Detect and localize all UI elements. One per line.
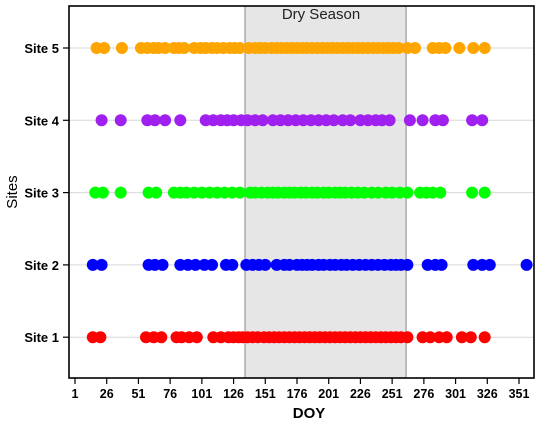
data-point <box>327 114 340 127</box>
x-tick-label: 301 <box>445 387 466 401</box>
data-point <box>439 42 452 54</box>
y-axis: Site 1 Site 2 Site 3 Site 4 Site 5 <box>24 41 69 345</box>
data-point <box>440 331 453 344</box>
x-tick-label: 26 <box>100 387 114 401</box>
data-point <box>401 331 414 344</box>
x-tick-label: 251 <box>382 387 403 401</box>
series-site-2 <box>86 258 533 271</box>
data-point <box>403 114 416 127</box>
data-point <box>344 114 357 127</box>
data-point <box>189 258 202 271</box>
data-point <box>409 42 421 54</box>
data-point <box>483 258 496 271</box>
data-point <box>206 258 218 271</box>
x-tick-label: 76 <box>163 387 177 401</box>
data-point <box>435 258 448 271</box>
data-point <box>464 331 477 344</box>
data-point <box>233 186 246 199</box>
y-tick-label: Site 1 <box>24 330 59 345</box>
x-tick-label: 351 <box>509 387 530 401</box>
data-point <box>114 186 127 199</box>
data-point <box>148 114 161 127</box>
data-point <box>478 331 491 344</box>
series-site-4 <box>95 114 489 127</box>
y-axis-title: Sites <box>4 175 21 208</box>
data-point <box>156 258 169 271</box>
x-tick-label: 176 <box>287 387 308 401</box>
data-point <box>392 42 405 54</box>
data-point <box>159 114 172 127</box>
x-tick-label: 51 <box>131 387 145 401</box>
data-point <box>115 42 128 54</box>
data-point <box>178 42 191 54</box>
data-point <box>520 258 533 271</box>
data-point <box>467 42 480 54</box>
data-point <box>401 186 414 199</box>
data-point <box>155 331 168 344</box>
data-point <box>401 258 414 271</box>
data-point <box>98 42 111 54</box>
x-tick-label: 1 <box>72 387 79 401</box>
data-point <box>95 114 108 127</box>
data-point <box>434 186 447 199</box>
y-tick-label: Site 2 <box>24 258 59 273</box>
series-site-1 <box>86 331 491 344</box>
data-point <box>94 331 107 344</box>
x-tick-label: 101 <box>191 387 212 401</box>
data-point <box>478 42 491 54</box>
y-tick-label: Site 3 <box>24 186 59 201</box>
data-points <box>86 42 533 344</box>
data-point <box>467 258 480 271</box>
y-tick-label: Site 5 <box>24 41 59 56</box>
x-tick-label: 276 <box>413 387 434 401</box>
data-point <box>383 114 396 127</box>
data-point <box>256 114 269 127</box>
data-point <box>150 186 163 199</box>
x-tick-label: 326 <box>477 387 498 401</box>
data-point <box>159 42 172 54</box>
data-point <box>424 331 437 344</box>
series-site-3 <box>89 186 491 199</box>
data-point <box>466 114 479 127</box>
data-point <box>416 114 429 127</box>
data-point <box>174 114 187 127</box>
data-point <box>190 331 203 344</box>
x-tick-label: 151 <box>255 387 276 401</box>
data-point <box>436 114 449 127</box>
x-tick-label: 201 <box>318 387 339 401</box>
data-point <box>96 186 109 199</box>
data-point <box>114 114 127 127</box>
data-point <box>86 258 99 271</box>
x-tick-label: 126 <box>223 387 244 401</box>
x-tick-label: 226 <box>350 387 371 401</box>
data-point <box>233 42 246 54</box>
data-point <box>478 186 491 199</box>
data-point <box>226 258 239 271</box>
data-point <box>466 186 479 199</box>
data-point <box>453 42 466 54</box>
x-axis: 1 26 51 76 101 126 151 176 201 226 251 276 301 326 351 <box>72 378 530 401</box>
data-point <box>476 114 489 127</box>
dry-season-label: Dry Season <box>282 6 360 23</box>
data-point <box>95 258 108 271</box>
series-site-5 <box>90 42 491 54</box>
y-tick-label: Site 4 <box>24 113 59 128</box>
x-axis-title: DOY <box>293 405 326 422</box>
data-point <box>259 258 272 271</box>
data-point <box>455 331 468 344</box>
